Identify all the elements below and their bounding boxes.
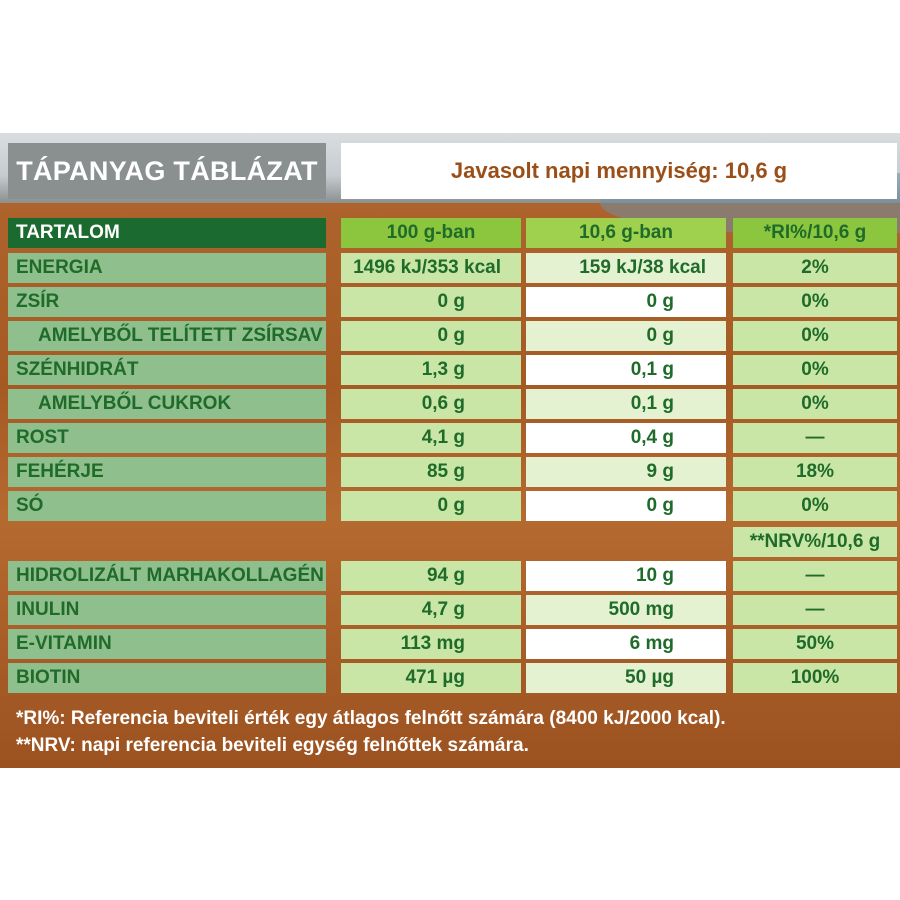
row-per-serving: 0 g bbox=[526, 287, 726, 317]
row-ri: 0% bbox=[733, 491, 897, 521]
col-header-per-serving: 10,6 g-ban bbox=[526, 218, 726, 248]
row-label: ENERGIA bbox=[8, 253, 326, 283]
row-per100: 0 g bbox=[341, 491, 521, 521]
table-title: TÁPANYAG TÁBLÁZAT bbox=[8, 143, 326, 199]
row-per-serving: 9 g bbox=[526, 457, 726, 487]
row-per100: 1,3 g bbox=[341, 355, 521, 385]
footnote-ri: *RI%: Referencia beviteli érték egy átla… bbox=[16, 708, 726, 729]
row-ri: 0% bbox=[733, 355, 897, 385]
row-per-serving: 50 µg bbox=[526, 663, 726, 693]
row-per-serving: 0,1 g bbox=[526, 389, 726, 419]
row-per-serving: 0 g bbox=[526, 321, 726, 351]
row-per100: 4,7 g bbox=[341, 595, 521, 625]
row-label: AMELYBŐL TELÍTETT ZSÍRSAV bbox=[8, 321, 326, 351]
row-label: AMELYBŐL CUKROK bbox=[8, 389, 326, 419]
row-per100: 1496 kJ/353 kcal bbox=[341, 253, 521, 283]
row-per100: 471 µg bbox=[341, 663, 521, 693]
row-nrv: 100% bbox=[733, 663, 897, 693]
row-per100: 85 g bbox=[341, 457, 521, 487]
row-ri: 18% bbox=[733, 457, 897, 487]
row-per-serving: 0,4 g bbox=[526, 423, 726, 453]
row-per100: 94 g bbox=[341, 561, 521, 591]
row-per-serving: 6 mg bbox=[526, 629, 726, 659]
row-per100: 0,6 g bbox=[341, 389, 521, 419]
row-per-serving: 500 mg bbox=[526, 595, 726, 625]
row-label: FEHÉRJE bbox=[8, 457, 326, 487]
row-label: ROST bbox=[8, 423, 326, 453]
row-label: SZÉNHIDRÁT bbox=[8, 355, 326, 385]
row-per100: 113 mg bbox=[341, 629, 521, 659]
col-header-per100: 100 g-ban bbox=[341, 218, 521, 248]
row-ri: — bbox=[733, 423, 897, 453]
row-per-serving: 10 g bbox=[526, 561, 726, 591]
row-ri: 0% bbox=[733, 389, 897, 419]
row-nrv: 50% bbox=[733, 629, 897, 659]
row-ri: 0% bbox=[733, 321, 897, 351]
row-nrv: — bbox=[733, 561, 897, 591]
row-label: BIOTIN bbox=[8, 663, 326, 693]
row-per-serving: 0 g bbox=[526, 491, 726, 521]
row-per100: 0 g bbox=[341, 287, 521, 317]
row-label: HIDROLIZÁLT MARHAKOLLAGÉN bbox=[8, 561, 326, 591]
row-per-serving: 159 kJ/38 kcal bbox=[526, 253, 726, 283]
row-label: ZSÍR bbox=[8, 287, 326, 317]
row-label: SÓ bbox=[8, 491, 326, 521]
row-per100: 0 g bbox=[341, 321, 521, 351]
row-per100: 4,1 g bbox=[341, 423, 521, 453]
row-nrv: — bbox=[733, 595, 897, 625]
footnote-nrv: **NRV: napi referencia beviteli egység f… bbox=[16, 735, 529, 756]
row-ri: 2% bbox=[733, 253, 897, 283]
col-header-nrv: **NRV%/10,6 g bbox=[733, 527, 897, 557]
col-header-ri: *RI%/10,6 g bbox=[733, 218, 897, 248]
row-label: INULIN bbox=[8, 595, 326, 625]
row-per-serving: 0,1 g bbox=[526, 355, 726, 385]
row-label: E-VITAMIN bbox=[8, 629, 326, 659]
row-ri: 0% bbox=[733, 287, 897, 317]
daily-amount: Javasolt napi mennyiség: 10,6 g bbox=[341, 143, 897, 199]
col-header-content: TARTALOM bbox=[8, 218, 326, 248]
